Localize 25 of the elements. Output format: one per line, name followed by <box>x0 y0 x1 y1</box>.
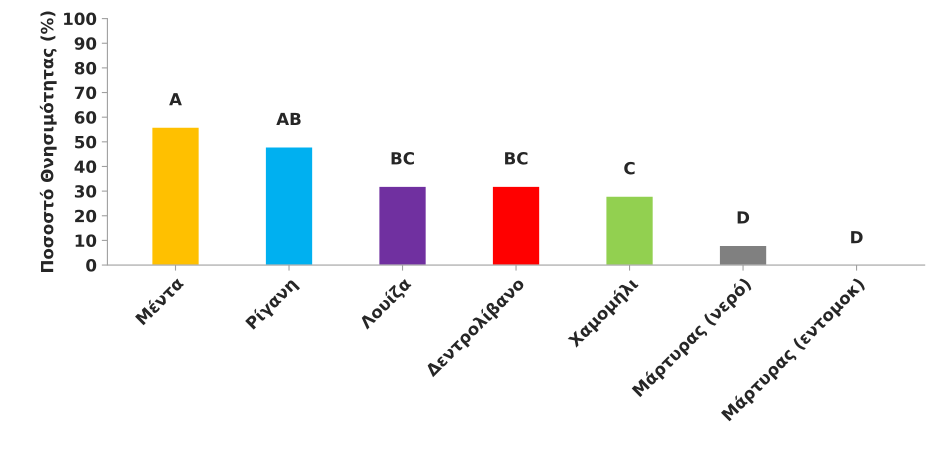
bar <box>264 146 314 266</box>
bar <box>605 195 654 266</box>
y-tick-label: 40 <box>74 160 96 174</box>
annotation: D <box>738 211 750 224</box>
y-tick-label: 70 <box>74 86 96 100</box>
bar <box>378 185 428 266</box>
y-tick-label: 80 <box>74 62 96 74</box>
annotation: BC <box>505 152 528 165</box>
y-tick-label: 0 <box>86 259 96 272</box>
bar <box>492 185 541 266</box>
annotation: AB <box>276 112 301 125</box>
y-tick-label: 90 <box>74 37 96 50</box>
bar <box>718 244 768 266</box>
annotation: D <box>851 231 863 244</box>
annotation: A <box>169 93 182 106</box>
y-tick-label: 100 <box>64 12 96 26</box>
annotation: C <box>624 162 635 174</box>
bar <box>150 126 200 266</box>
y-tick-label: 30 <box>74 185 96 198</box>
y-tick-label: 60 <box>74 111 96 124</box>
y-tick-label: 10 <box>76 234 96 247</box>
y-axis-title: Ποσοστό Θνησιμότητας (%) <box>40 12 57 272</box>
y-tick-label: 20 <box>75 210 96 222</box>
y-tick-label: 50 <box>75 136 96 148</box>
annotation: BC <box>392 152 414 165</box>
